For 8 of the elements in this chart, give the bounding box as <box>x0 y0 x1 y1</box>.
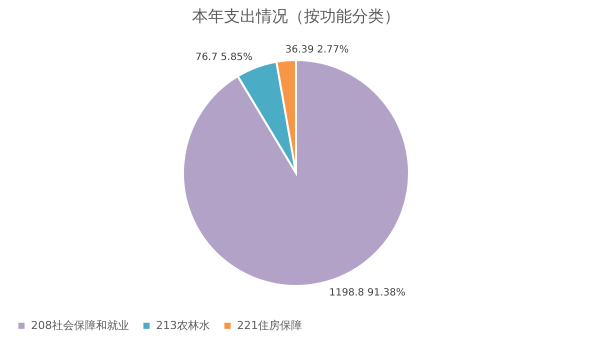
legend-label: 213农林水 <box>156 318 210 332</box>
pie-slice <box>182 59 410 287</box>
data-label: 76.7 5.85% <box>195 52 253 63</box>
legend-label: 208社会保障和就业 <box>31 318 129 332</box>
legend-label: 221住房保障 <box>237 318 302 332</box>
chart-title: 本年支出情况（按功能分类） <box>192 6 400 26</box>
data-label: 36.39 2.77% <box>285 44 349 56</box>
data-label: 1198.8 91.38% <box>329 287 406 298</box>
